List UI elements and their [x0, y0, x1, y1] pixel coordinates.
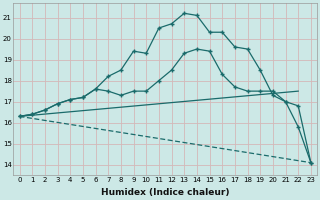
- X-axis label: Humidex (Indice chaleur): Humidex (Indice chaleur): [101, 188, 229, 197]
